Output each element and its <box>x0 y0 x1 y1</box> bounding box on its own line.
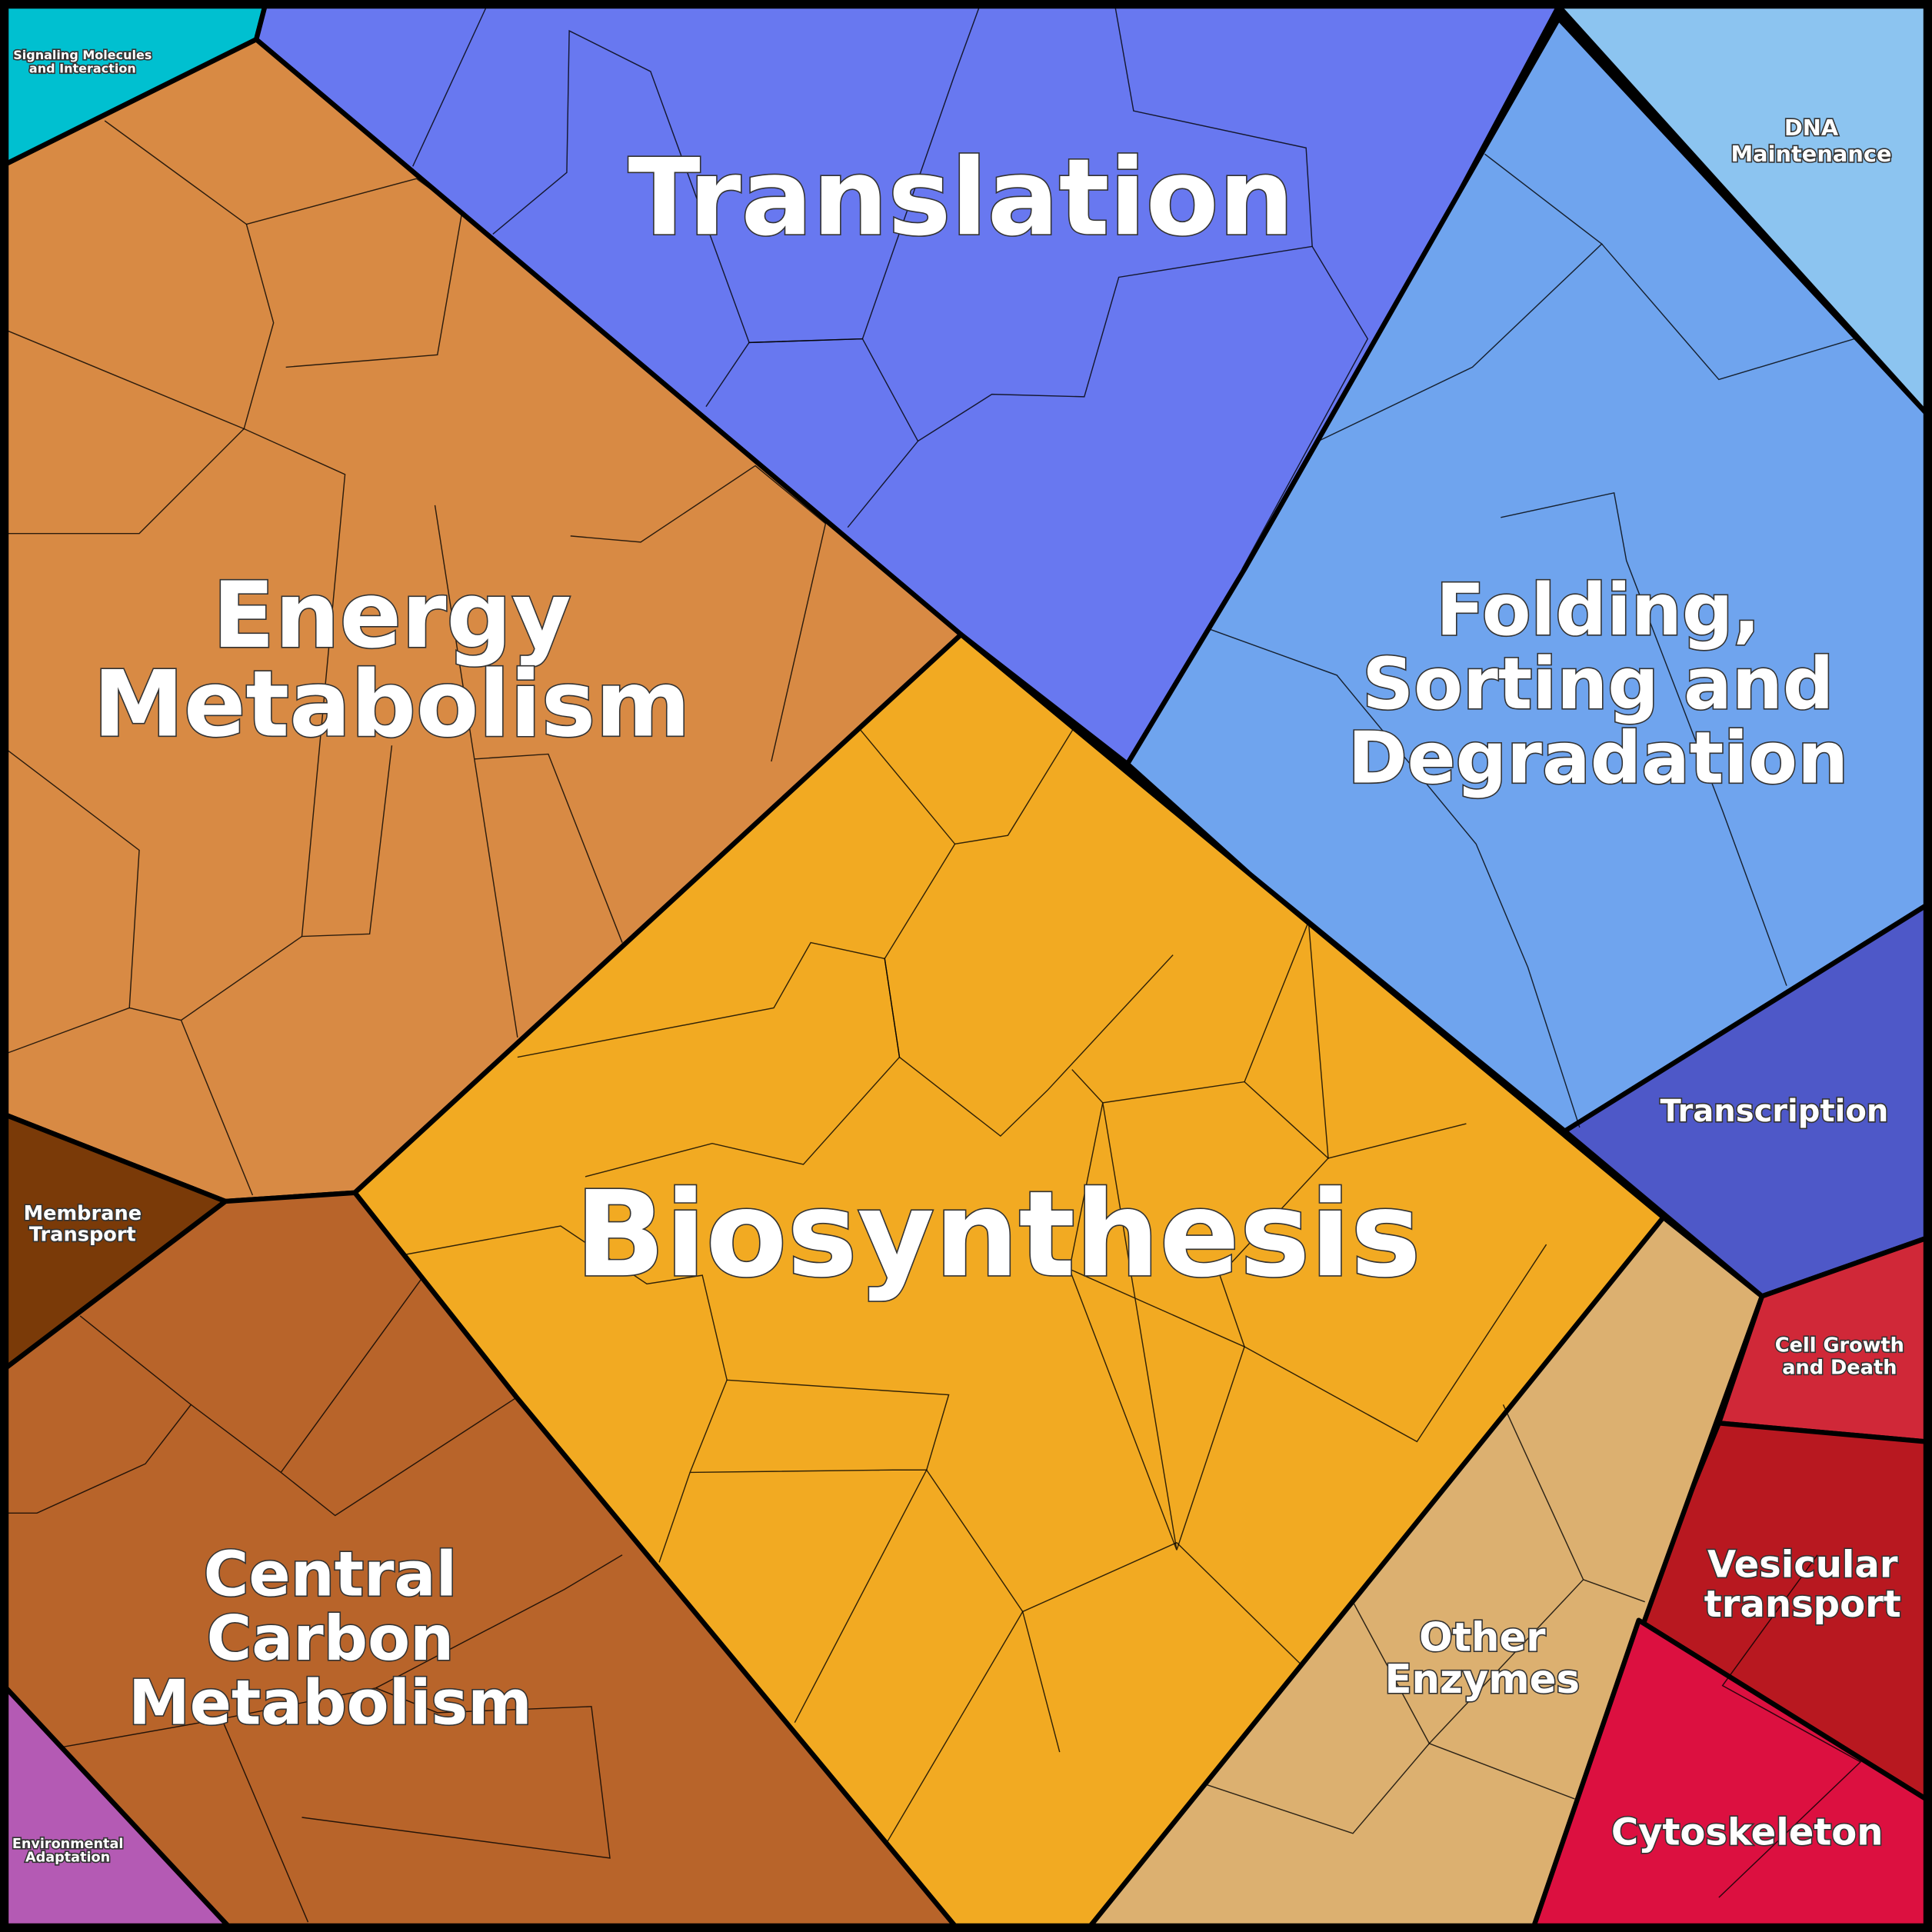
region-label: Cytoskeleton <box>1611 1810 1884 1854</box>
cell-edge <box>1207 628 1581 1128</box>
region-cytoskeleton <box>1531 1617 1929 1929</box>
cell-edge <box>1352 1601 1575 1800</box>
cell-edge <box>6 1315 192 1514</box>
cell-edge <box>434 505 623 1038</box>
cell-edge <box>1219 921 1547 1443</box>
region-label: Environmental Adaptation <box>12 1837 124 1866</box>
cell-edge <box>1204 1404 1645 1834</box>
region-label: Translation <box>628 136 1294 259</box>
region-label: Signaling Molecules and Interaction <box>13 48 152 76</box>
cell-edge <box>884 844 1174 1138</box>
cell-edge <box>886 1541 1301 1843</box>
region-environmental <box>3 1685 231 1929</box>
cell-edge <box>61 1554 623 1923</box>
cell-edge <box>570 465 827 762</box>
cell-edge <box>918 245 1369 570</box>
region-label: Cell Growth and Death <box>1775 1334 1904 1379</box>
region-label: Membrane Transport <box>24 1202 142 1246</box>
cell-edge <box>1114 5 1313 247</box>
cell-edge <box>1601 243 1855 381</box>
cell-edge <box>412 5 488 167</box>
region-label: Other Enzymes <box>1385 1615 1580 1703</box>
cell-edge <box>6 120 275 535</box>
cell-edge <box>1718 1554 1862 1898</box>
cell-edge <box>705 338 919 528</box>
region-central-carbon <box>3 1190 958 1929</box>
region-label: Folding, Sorting and Degradation <box>1348 568 1849 799</box>
region-label: DNA Maintenance <box>1730 115 1891 167</box>
region-label: Vesicular transport <box>1704 1544 1901 1626</box>
cell-edge <box>246 178 463 368</box>
cell-edge <box>5 329 393 938</box>
cell-edge <box>658 1380 928 1723</box>
cell-edge <box>1068 1102 1245 1551</box>
cell-edge <box>1501 491 1787 986</box>
region-label: Biosynthesis <box>575 1166 1421 1304</box>
cell-edge <box>1317 153 1603 442</box>
region-label: Central Carbon Metabolism <box>128 1539 532 1739</box>
cell-edge <box>5 748 140 1054</box>
cell-edge <box>190 1277 516 1517</box>
region-label: Energy Metabolism <box>93 562 691 757</box>
cell-edge <box>129 935 302 1196</box>
labels: Signaling Molecules and Interaction Transl… <box>11 46 1905 1867</box>
cells <box>5 5 1862 1923</box>
cell-edge <box>492 5 981 344</box>
region-label: Transcription <box>1661 1094 1889 1129</box>
cell-edge <box>859 726 1075 845</box>
cell-edge <box>301 1687 611 1859</box>
